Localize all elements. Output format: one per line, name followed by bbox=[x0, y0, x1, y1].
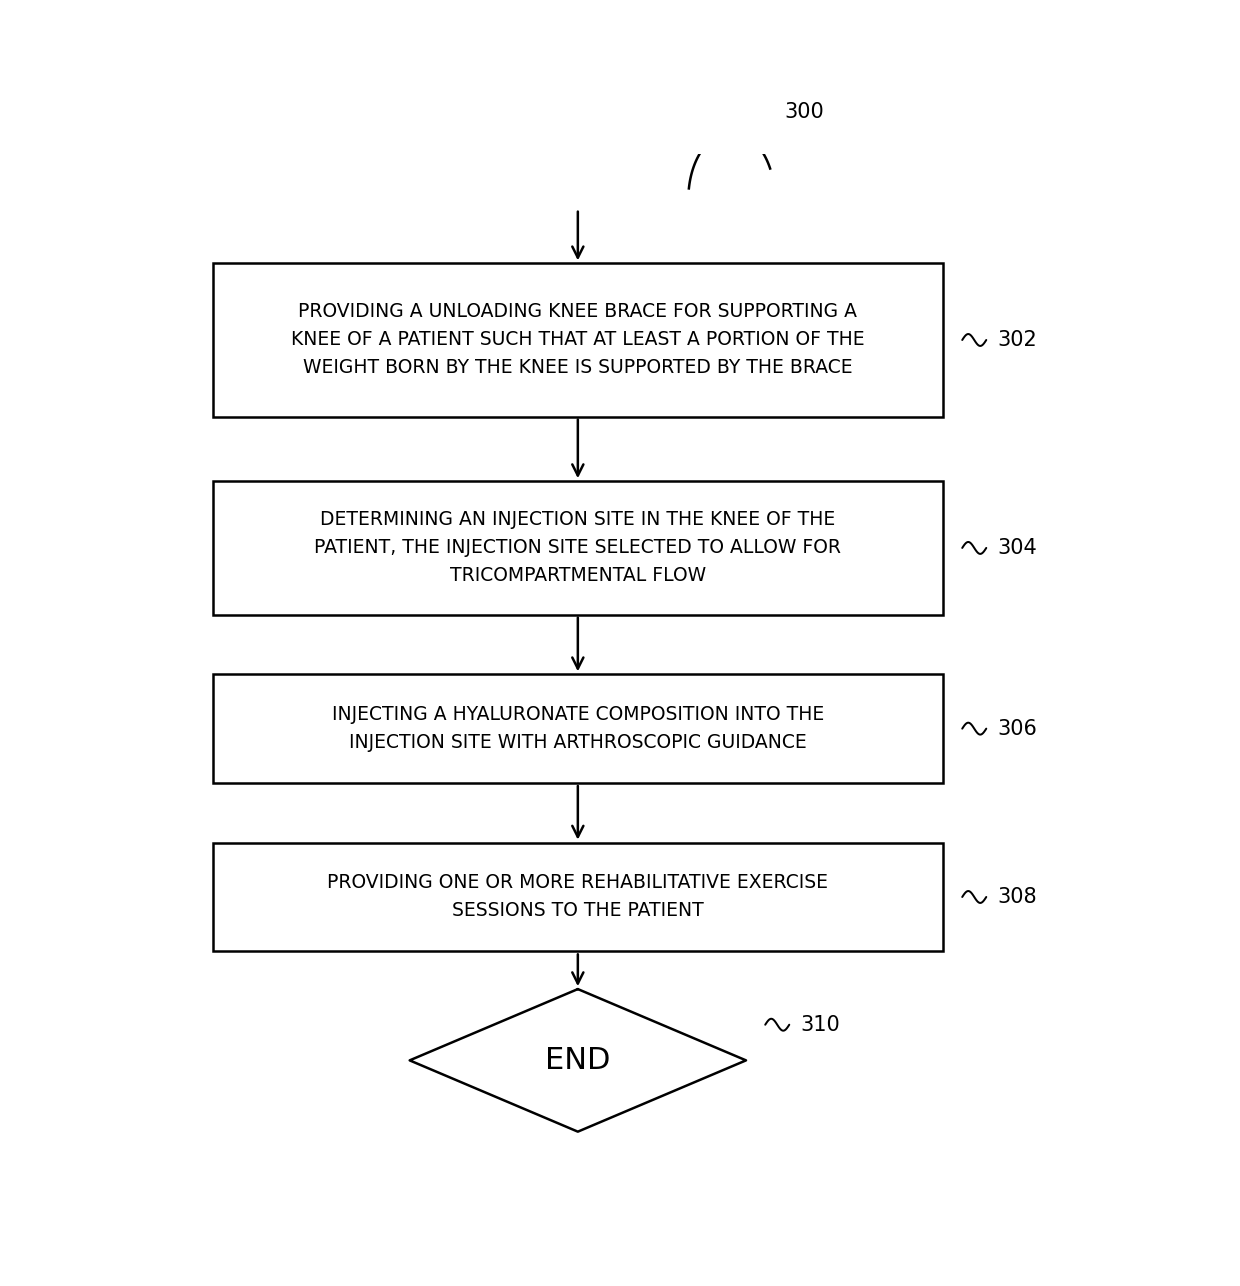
FancyBboxPatch shape bbox=[213, 842, 944, 952]
Text: 308: 308 bbox=[998, 887, 1038, 907]
Text: 300: 300 bbox=[785, 102, 825, 122]
Text: END: END bbox=[546, 1046, 610, 1075]
Text: 310: 310 bbox=[801, 1015, 841, 1035]
Text: 302: 302 bbox=[998, 331, 1038, 350]
Text: 304: 304 bbox=[998, 538, 1038, 558]
FancyBboxPatch shape bbox=[213, 264, 944, 417]
FancyBboxPatch shape bbox=[213, 481, 944, 615]
Text: PROVIDING A UNLOADING KNEE BRACE FOR SUPPORTING A
KNEE OF A PATIENT SUCH THAT AT: PROVIDING A UNLOADING KNEE BRACE FOR SUP… bbox=[291, 302, 864, 378]
Text: INJECTING A HYALURONATE COMPOSITION INTO THE
INJECTION SITE WITH ARTHROSCOPIC GU: INJECTING A HYALURONATE COMPOSITION INTO… bbox=[332, 705, 823, 752]
Text: PROVIDING ONE OR MORE REHABILITATIVE EXERCISE
SESSIONS TO THE PATIENT: PROVIDING ONE OR MORE REHABILITATIVE EXE… bbox=[327, 873, 828, 921]
Text: DETERMINING AN INJECTION SITE IN THE KNEE OF THE
PATIENT, THE INJECTION SITE SEL: DETERMINING AN INJECTION SITE IN THE KNE… bbox=[314, 511, 841, 585]
FancyBboxPatch shape bbox=[213, 674, 944, 783]
Text: 306: 306 bbox=[998, 719, 1038, 738]
